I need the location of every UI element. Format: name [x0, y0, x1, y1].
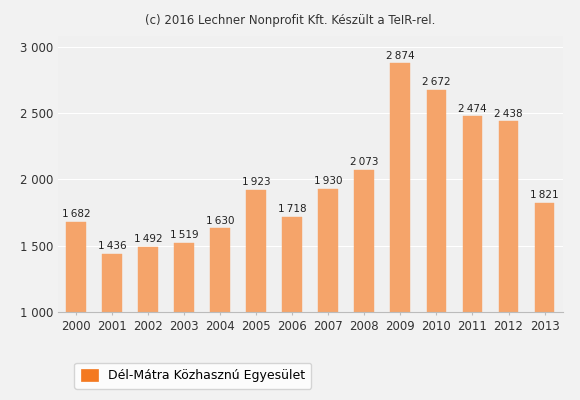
Text: 1 492: 1 492 — [134, 234, 162, 244]
Text: 1 519: 1 519 — [170, 230, 198, 240]
Text: 1 682: 1 682 — [61, 209, 90, 219]
Bar — [174, 243, 194, 312]
Text: 2 474: 2 474 — [458, 104, 487, 114]
Text: 1 821: 1 821 — [530, 190, 559, 200]
Legend: Dél-Mátra Közhasznú Egyesület: Dél-Mátra Közhasznú Egyesület — [74, 363, 311, 388]
Bar — [535, 203, 554, 312]
Text: 2 073: 2 073 — [350, 157, 379, 167]
Bar — [354, 170, 374, 312]
Text: 1 923: 1 923 — [242, 177, 270, 187]
Text: 2 672: 2 672 — [422, 78, 451, 88]
Bar — [102, 254, 122, 312]
Bar — [318, 188, 338, 312]
Text: 2 874: 2 874 — [386, 51, 415, 61]
Bar — [138, 247, 158, 312]
Bar — [66, 222, 86, 312]
Bar — [246, 190, 266, 312]
Text: 1 630: 1 630 — [206, 216, 234, 226]
Bar — [282, 217, 302, 312]
Text: 2 438: 2 438 — [494, 108, 523, 118]
Bar — [426, 90, 447, 312]
Text: (c) 2016 Lechner Nonprofit Kft. Készült a TeIR-rel.: (c) 2016 Lechner Nonprofit Kft. Készült … — [145, 14, 435, 27]
Bar — [499, 121, 519, 312]
Bar — [211, 228, 230, 312]
Bar — [463, 116, 483, 312]
Text: 1 718: 1 718 — [278, 204, 307, 214]
Text: 1 436: 1 436 — [98, 242, 126, 252]
Bar — [390, 63, 410, 312]
Text: 1 930: 1 930 — [314, 176, 343, 186]
